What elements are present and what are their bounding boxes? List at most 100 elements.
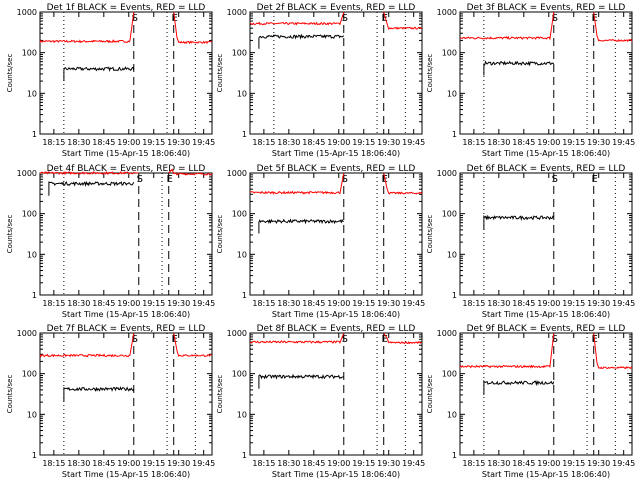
x-tick-label: 18:30	[487, 459, 510, 468]
x-axis-label: Start Time (15-Apr-15 18:06:40)	[482, 470, 610, 479]
y-axis-label: Counts/sec	[6, 375, 14, 414]
chart-title: Det 9f BLACK = Events, RED = LLD	[467, 324, 626, 334]
x-tick-label: 18:30	[277, 299, 300, 308]
x-tick-label: 18:45	[512, 299, 535, 308]
x-tick-label: 18:15	[462, 299, 485, 308]
plot-frame	[249, 11, 423, 135]
x-tick-label: 19:30	[587, 459, 610, 468]
x-tick-label: 19:00	[327, 138, 350, 147]
x-tick-label: 18:45	[302, 299, 325, 308]
plot-frame	[459, 11, 633, 135]
y-tick-label: 1	[452, 130, 457, 139]
series-events-line	[258, 33, 345, 49]
series-events-line	[63, 386, 135, 402]
x-tick-label: 19:45	[612, 138, 635, 147]
y-axis-label: Counts/sec	[426, 215, 434, 254]
x-tick-label: 18:45	[92, 138, 115, 147]
chart-panel-6: Det 6f BLACK = Events, RED = LLD 1 10 100 10…	[426, 164, 635, 319]
x-tick-label: 18:15	[42, 299, 65, 308]
series-events-line	[483, 379, 555, 395]
x-tick-label: 18:45	[302, 138, 325, 147]
y-tick-label: 1	[452, 291, 457, 300]
series-events-line	[258, 373, 344, 389]
series-events-line	[258, 218, 344, 234]
marker-label-s: S	[342, 334, 348, 345]
plot-frame	[39, 172, 213, 296]
x-tick-label: 18:30	[487, 299, 510, 308]
y-axis-label: Counts/sec	[426, 375, 434, 414]
x-tick-label: 19:15	[562, 138, 585, 147]
x-tick-label: 19:45	[402, 299, 425, 308]
marker-label-e: E	[382, 334, 388, 345]
y-tick-label: 1000	[437, 169, 457, 178]
chart-title: Det 6f BLACK = Events, RED = LLD	[467, 164, 626, 174]
series-lld-line	[168, 168, 213, 176]
x-tick-label: 19:15	[352, 299, 375, 308]
x-tick-label: 18:30	[67, 299, 90, 308]
chart-title: Det 5f BLACK = Events, RED = LLD	[257, 164, 416, 174]
x-tick-label: 18:45	[302, 459, 325, 468]
x-tick-label: 19:45	[192, 299, 215, 308]
series-lld-line	[593, 11, 633, 43]
x-tick-label: 19:15	[142, 138, 165, 147]
y-tick-label: 100	[22, 49, 37, 58]
y-tick-label: 1000	[17, 8, 37, 17]
plot-frame	[249, 172, 423, 296]
y-tick-label: 100	[22, 370, 37, 379]
x-tick-label: 19:30	[377, 459, 400, 468]
chart-title: Det 8f BLACK = Events, RED = LLD	[257, 324, 416, 334]
y-tick-label: 100	[442, 370, 457, 379]
series-lld-line	[383, 11, 423, 31]
chart-panel-1: Det 1f BLACK = Events, RED = LLD 1 10 100 10…	[6, 3, 215, 158]
chart-panel-7: Det 7f BLACK = Events, RED = LLD 1 10 100 10…	[6, 324, 215, 479]
chart-panel-9: Det 9f BLACK = Events, RED = LLD 1 10 100 10…	[426, 324, 635, 479]
chart-panel-8: Det 8f BLACK = Events, RED = LLD 1 10 100 10…	[216, 324, 425, 479]
series-events-line	[63, 66, 135, 82]
x-tick-label: 19:15	[142, 459, 165, 468]
series-lld-line	[459, 11, 555, 41]
x-axis-label: Start Time (15-Apr-15 18:06:40)	[62, 149, 190, 158]
series-lld-line	[383, 332, 423, 345]
series-lld-line	[173, 11, 213, 45]
y-tick-label: 100	[232, 49, 247, 58]
x-tick-label: 19:00	[537, 459, 560, 468]
y-tick-label: 100	[232, 370, 247, 379]
series-events-line	[483, 214, 555, 230]
series-lld-line	[173, 332, 212, 358]
y-tick-label: 1000	[227, 8, 247, 17]
chart-panel-5: Det 5f BLACK = Events, RED = LLD 1 10 100 10…	[216, 164, 425, 319]
y-tick-label: 10	[447, 89, 457, 98]
x-tick-label: 19:15	[562, 299, 585, 308]
x-tick-label: 18:30	[487, 138, 510, 147]
series-lld-line	[39, 170, 139, 176]
x-tick-label: 19:15	[142, 299, 165, 308]
y-tick-label: 10	[447, 250, 457, 259]
series-lld-line	[249, 332, 345, 344]
y-axis-label: Counts/sec	[6, 54, 14, 93]
x-tick-label: 19:00	[537, 138, 560, 147]
x-tick-label: 19:15	[562, 459, 585, 468]
series-lld-line	[249, 11, 345, 26]
y-axis-label: Counts/sec	[426, 54, 434, 93]
plot-frame	[39, 332, 213, 456]
y-tick-label: 1000	[17, 329, 37, 338]
x-tick-label: 19:00	[117, 459, 140, 468]
y-tick-label: 10	[27, 89, 37, 98]
x-tick-label: 18:15	[252, 459, 275, 468]
x-tick-label: 19:45	[192, 138, 215, 147]
x-tick-label: 18:15	[42, 459, 65, 468]
y-tick-label: 1	[242, 291, 247, 300]
x-axis-label: Start Time (15-Apr-15 18:06:40)	[62, 310, 190, 319]
x-tick-label: 18:30	[67, 459, 90, 468]
y-tick-label: 1000	[227, 169, 247, 178]
x-tick-label: 19:00	[117, 138, 140, 147]
chart-title: Det 3f BLACK = Events, RED = LLD	[467, 3, 626, 13]
y-tick-label: 10	[27, 410, 37, 419]
x-tick-label: 19:30	[587, 299, 610, 308]
x-tick-label: 19:30	[377, 299, 400, 308]
x-tick-label: 19:45	[192, 459, 215, 468]
series-lld-line	[459, 332, 555, 369]
series-lld-line	[249, 172, 345, 195]
marker-label-s: S	[342, 13, 348, 24]
x-axis-label: Start Time (15-Apr-15 18:06:40)	[62, 470, 190, 479]
